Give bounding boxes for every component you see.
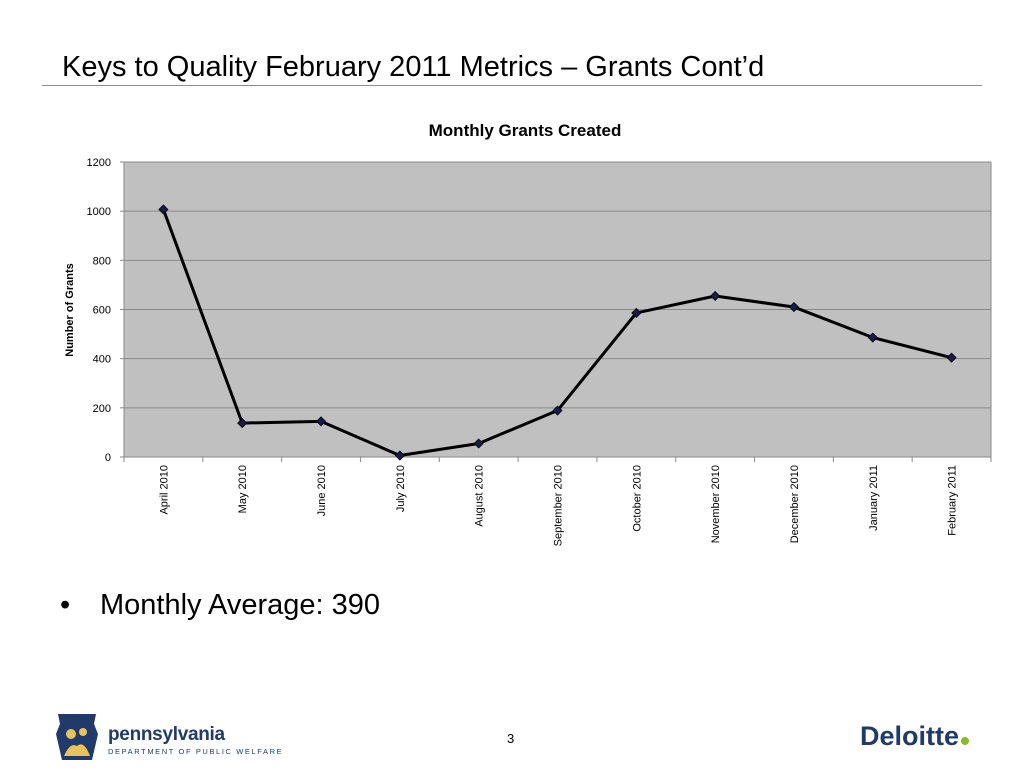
gridlines (124, 161, 991, 409)
data-point-marker (867, 332, 878, 343)
x-tick-label: February 2011 (947, 465, 959, 536)
y-tick-label: 600 (93, 305, 111, 317)
x-tick-label: July 2010 (395, 465, 407, 512)
data-point-marker (394, 450, 405, 461)
x-tick-labels: April 2010 May 2010 June 2010 July 2010 Augu… (158, 465, 958, 546)
y-tick-label: 200 (93, 403, 111, 415)
x-tick-label: May 2010 (237, 465, 249, 513)
department-name: DEPARTMENT OF PUBLIC WELFARE (108, 747, 284, 756)
y-tick-label: 400 (93, 354, 111, 366)
y-tick-label: 0 (105, 452, 111, 464)
pennsylvania-dpw-logo: pennsylvania DEPARTMENT OF PUBLIC WELFAR… (52, 712, 282, 762)
y-tick-label: 800 (93, 255, 111, 267)
x-tick-label: September 2010 (553, 465, 565, 546)
data-point-marker (946, 352, 957, 363)
data-point-marker (631, 307, 642, 319)
monthly-average-text: Monthly Average: 390 (100, 589, 380, 621)
deloitte-logo: Deloitte (860, 721, 970, 752)
x-tick-label: January 2011 (868, 465, 880, 531)
x-tick-label: April 2010 (158, 465, 170, 515)
data-point-marker (552, 405, 563, 416)
axes (120, 161, 992, 462)
bullet-symbol: • (60, 589, 71, 621)
data-point-marker (158, 204, 169, 215)
page-number: 3 (507, 731, 515, 746)
series (158, 204, 957, 461)
pennsylvania-wordmark: pennsylvania (108, 724, 225, 745)
x-tick-label: October 2010 (631, 465, 643, 532)
data-point-marker (710, 290, 721, 302)
y-tick-label: 1200 (87, 157, 111, 169)
y-tick-label: 1000 (87, 206, 111, 218)
slide-title: Keys to Quality February 2011 Metrics – … (62, 51, 765, 83)
chart-title: Monthly Grants Created (429, 121, 622, 140)
keystone-icon (56, 714, 98, 760)
x-tick-label: June 2010 (316, 465, 328, 516)
x-tick-label: December 2010 (789, 465, 801, 543)
x-tick-label: August 2010 (474, 465, 486, 527)
data-point-marker (473, 438, 484, 449)
bullet-item: • Monthly Average: 390 (60, 589, 380, 622)
title-divider (42, 85, 982, 86)
data-point-marker (237, 418, 248, 429)
data-point-marker (315, 416, 327, 427)
x-tick-label: November 2010 (710, 465, 722, 543)
deloitte-green-dot (961, 737, 970, 745)
y-axis-label: Number of Grants (64, 263, 76, 357)
deloitte-wordmark: Deloitte (860, 721, 960, 751)
data-point-marker (788, 301, 800, 313)
y-tick-labels: 0 200 400 600 800 1000 1200 (87, 157, 111, 464)
